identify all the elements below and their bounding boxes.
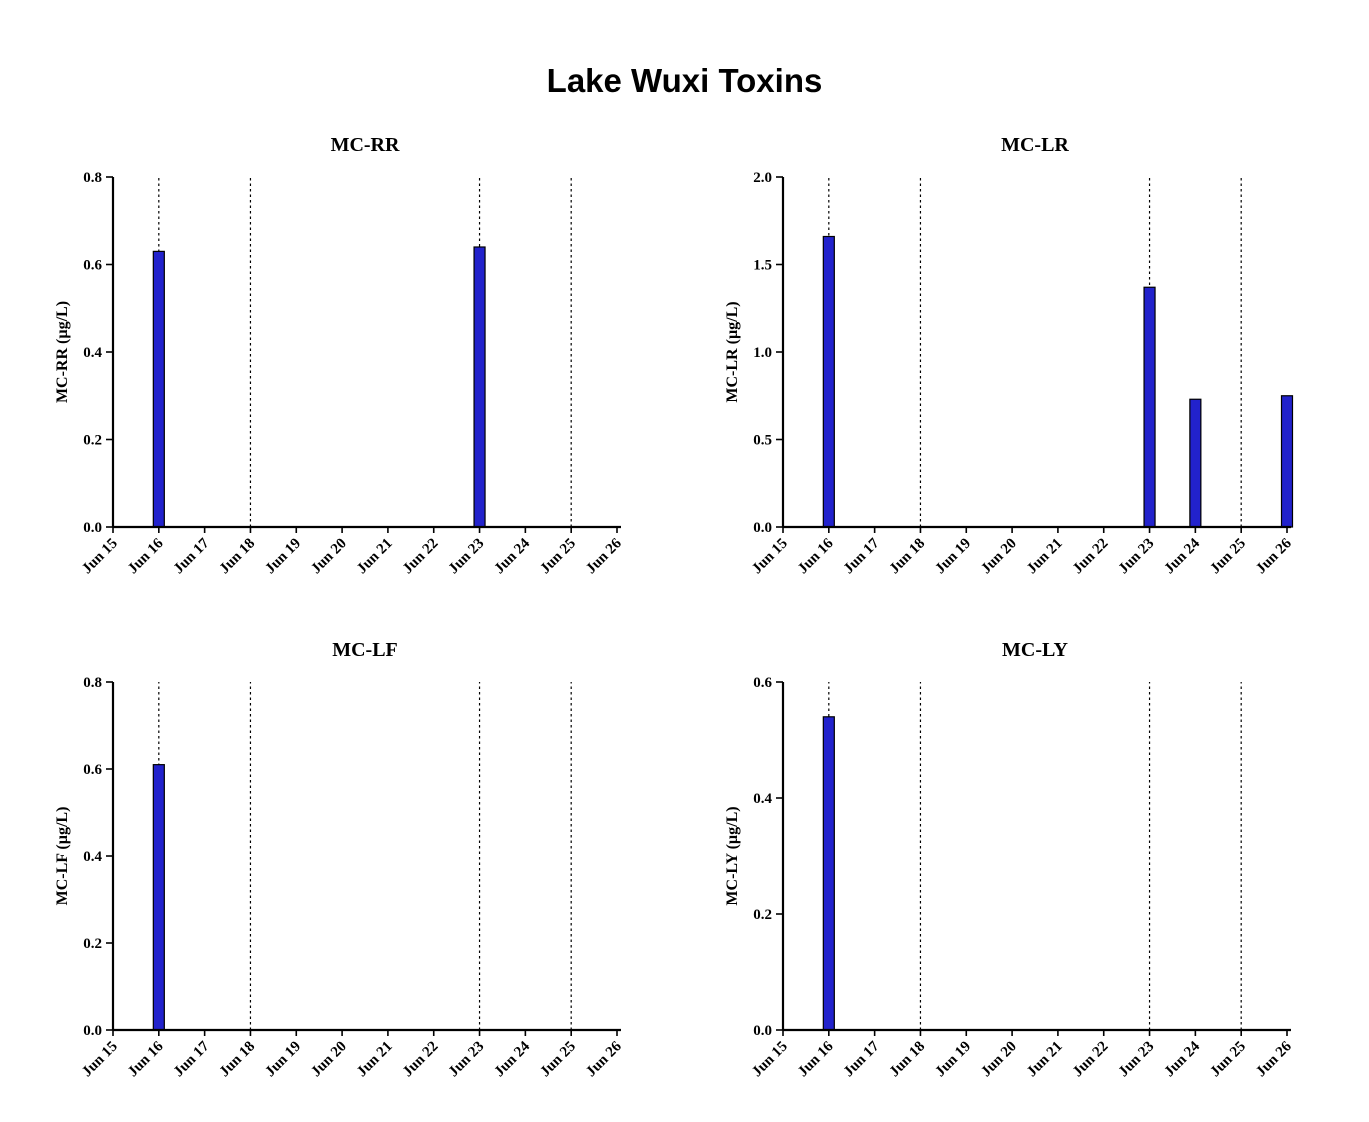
x-tick-label: Jun 15 [749, 1039, 791, 1081]
y-tick-label: 0.6 [83, 762, 102, 778]
y-axis-label-mc-lf: MC-LF (µg/L) [54, 807, 71, 906]
x-tick-label: Jun 20 [308, 536, 350, 578]
x-tick-label: Jun 16 [125, 1038, 167, 1080]
y-tick-label: 0.2 [753, 907, 772, 923]
y-axis-label-mc-ly: MC-LY (µg/L) [724, 806, 741, 905]
x-tick-label: Jun 26 [1253, 535, 1295, 577]
x-tick-label: Jun 23 [1116, 1039, 1158, 1081]
x-tick-label: Jun 15 [79, 1039, 121, 1081]
x-tick-label: Jun 19 [932, 536, 974, 578]
x-tick-label: Jun 25 [537, 1039, 579, 1081]
x-tick-label: Jun 25 [1207, 1039, 1249, 1081]
x-tick-label: Jun 22 [1070, 536, 1112, 578]
y-tick-label: 0.8 [83, 675, 102, 691]
y-tick-label: 1.5 [753, 258, 772, 274]
bar-jun-16 [152, 250, 165, 528]
subplot-title-mc-lf: MC-LF [332, 639, 398, 661]
y-axis-label-mc-lr: MC-LR (µg/L) [724, 301, 741, 402]
y-tick-label: 0.8 [83, 170, 102, 186]
bar-jun-24 [1189, 398, 1202, 528]
y-tick-label: 0.0 [83, 1023, 102, 1039]
x-tick-label: Jun 24 [1162, 1038, 1204, 1080]
figure-title: Lake Wuxi Toxins [546, 62, 823, 99]
x-tick-label: Jun 20 [978, 536, 1020, 578]
x-tick-label: Jun 19 [262, 536, 304, 578]
x-tick-label: Jun 17 [171, 1038, 213, 1080]
x-tick-label: Jun 21 [354, 536, 396, 578]
subplot-title-mc-ly: MC-LY [1002, 639, 1068, 661]
bar-jun-16 [152, 764, 165, 1031]
y-tick-label: 0.2 [83, 433, 102, 449]
x-tick-label: Jun 21 [354, 1039, 396, 1081]
x-tick-label: Jun 16 [795, 535, 837, 577]
x-tick-label: Jun 15 [79, 536, 121, 578]
x-tick-label: Jun 17 [171, 535, 213, 577]
x-tick-label: Jun 17 [841, 535, 883, 577]
x-tick-label: Jun 21 [1024, 536, 1066, 578]
x-tick-label: Jun 22 [400, 1039, 442, 1081]
y-tick-label: 0.6 [83, 258, 102, 274]
x-tick-label: Jun 21 [1024, 1039, 1066, 1081]
y-tick-label: 0.4 [83, 345, 102, 361]
x-tick-label: Jun 23 [446, 1039, 488, 1081]
x-tick-label: Jun 24 [492, 535, 534, 577]
x-tick-label: Jun 23 [1116, 536, 1158, 578]
y-tick-label: 0.4 [83, 849, 102, 865]
bar-jun-16 [822, 235, 835, 528]
x-tick-label: Jun 26 [583, 1038, 625, 1080]
y-tick-label: 0.0 [753, 1023, 772, 1039]
x-tick-label: Jun 15 [749, 536, 791, 578]
x-tick-label: Jun 24 [492, 1038, 534, 1080]
x-tick-label: Jun 20 [978, 1039, 1020, 1081]
x-tick-label: Jun 24 [1162, 535, 1204, 577]
y-tick-label: 0.6 [753, 675, 772, 691]
bar-jun-23 [473, 246, 486, 528]
y-tick-label: 2.0 [753, 170, 772, 186]
x-tick-label: Jun 18 [887, 536, 929, 578]
x-tick-label: Jun 17 [841, 1038, 883, 1080]
x-tick-label: Jun 23 [446, 536, 488, 578]
y-tick-label: 0.5 [753, 433, 772, 449]
y-axis-label-mc-rr: MC-RR (µg/L) [54, 301, 71, 403]
x-tick-label: Jun 18 [217, 536, 259, 578]
x-tick-label: Jun 22 [1070, 1039, 1112, 1081]
x-tick-label: Jun 16 [795, 1038, 837, 1080]
y-tick-label: 0.0 [753, 520, 772, 536]
x-tick-label: Jun 25 [1207, 536, 1249, 578]
bar-jun-16 [822, 716, 835, 1031]
y-tick-label: 1.0 [753, 345, 772, 361]
y-tick-label: 0.0 [83, 520, 102, 536]
x-tick-label: Jun 26 [583, 535, 625, 577]
x-tick-label: Jun 19 [262, 1039, 304, 1081]
y-tick-label: 0.2 [83, 936, 102, 952]
subplot-title-mc-rr: MC-RR [331, 134, 400, 156]
x-tick-label: Jun 25 [537, 536, 579, 578]
x-tick-label: Jun 19 [932, 1039, 974, 1081]
x-tick-label: Jun 16 [125, 535, 167, 577]
subplot-title-mc-lr: MC-LR [1001, 134, 1069, 156]
bar-jun-23 [1143, 286, 1156, 528]
x-tick-label: Jun 26 [1253, 1038, 1295, 1080]
x-tick-label: Jun 18 [217, 1039, 259, 1081]
bar-jun-26 [1280, 395, 1294, 528]
x-tick-label: Jun 18 [887, 1039, 929, 1081]
x-tick-label: Jun 20 [308, 1039, 350, 1081]
y-tick-label: 0.4 [753, 791, 772, 807]
x-tick-label: Jun 22 [400, 536, 442, 578]
